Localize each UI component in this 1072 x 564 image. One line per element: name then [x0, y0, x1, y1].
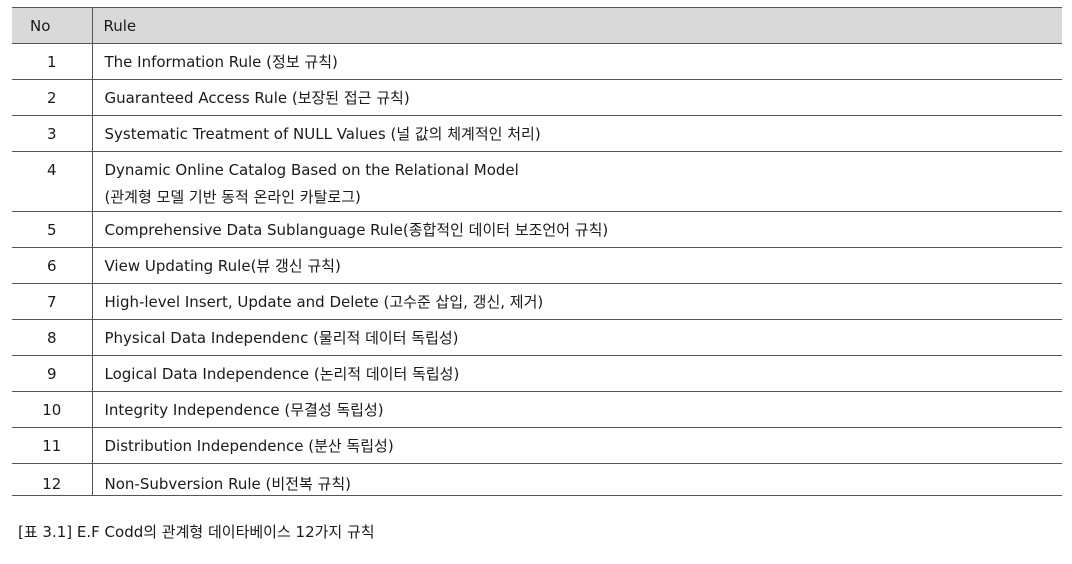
codd-rules-table-container: No Rule 1 The Information Rule (정보 규칙) 2… — [12, 7, 1062, 496]
table-row: 2 Guaranteed Access Rule (보장된 접근 규칙) — [12, 79, 1062, 116]
rule-text: Guaranteed Access Rule (보장된 접근 규칙) — [104, 88, 410, 107]
rule-number: 3 — [12, 115, 93, 152]
rule-number: 11 — [12, 427, 93, 464]
table-caption: [표 3.1] E.F Codd의 관계형 데이타베이스 12가지 규칙 — [18, 523, 375, 541]
rule-text-line2: (관계형 모델 기반 동적 온라인 카탈로그) — [104, 188, 361, 206]
table-row: 1 The Information Rule (정보 규칙) — [12, 43, 1062, 80]
table-body: 1 The Information Rule (정보 규칙) 2 Guarant… — [12, 43, 1062, 496]
table-row: 7 High-level Insert, Update and Delete (… — [12, 283, 1062, 320]
table-row: 5 Comprehensive Data Sublanguage Rule(종합… — [12, 211, 1062, 248]
rule-number: 6 — [12, 247, 93, 284]
rule-text: Integrity Independence (무결성 독립성) — [104, 400, 384, 419]
rule-number: 7 — [12, 283, 93, 320]
rule-text: Comprehensive Data Sublanguage Rule(종합적인… — [104, 220, 609, 239]
rule-number: 2 — [12, 79, 93, 116]
table-row: 11 Distribution Independence (분산 독립성) — [12, 427, 1062, 464]
table-row: 12 Non-Subversion Rule (비전복 규칙) — [12, 463, 1062, 496]
table-row: 3 Systematic Treatment of NULL Values (널… — [12, 115, 1062, 152]
rule-text: Distribution Independence (분산 독립성) — [104, 436, 394, 455]
table-row: 9 Logical Data Independence (논리적 데이터 독립성… — [12, 355, 1062, 392]
table-row: 6 View Updating Rule(뷰 갱신 규칙) — [12, 247, 1062, 284]
rule-text: Logical Data Independence (논리적 데이터 독립성) — [104, 364, 460, 383]
rule-text-line1: Dynamic Online Catalog Based on the Rela… — [104, 161, 519, 179]
rule-text: The Information Rule (정보 규칙) — [104, 52, 338, 71]
rule-number: 12 — [12, 463, 93, 496]
rule-number: 1 — [12, 43, 93, 80]
header-row: No Rule — [12, 7, 1062, 44]
rule-number: 4 — [12, 151, 93, 212]
header-no: No — [12, 7, 93, 44]
table-row: 10 Integrity Independence (무결성 독립성) — [12, 391, 1062, 428]
rule-text: Systematic Treatment of NULL Values (널 값… — [104, 124, 541, 143]
rule-number: 8 — [12, 319, 93, 356]
rule-text-multiline: Dynamic Online Catalog Based on the Rela… — [92, 152, 1062, 212]
rule-number: 5 — [12, 211, 93, 248]
table-row: 8 Physical Data Independenc (물리적 데이터 독립성… — [12, 319, 1062, 356]
rule-number: 10 — [12, 391, 93, 428]
rule-number: 9 — [12, 355, 93, 392]
rule-text: Non-Subversion Rule (비전복 규칙) — [104, 475, 351, 493]
header-rule: Rule — [92, 7, 1062, 44]
rule-text: View Updating Rule(뷰 갱신 규칙) — [104, 256, 341, 275]
table-header: No Rule — [12, 7, 1062, 44]
codd-rules-table: No Rule 1 The Information Rule (정보 규칙) 2… — [12, 7, 1062, 496]
table-row: 4 Dynamic Online Catalog Based on the Re… — [12, 151, 1062, 212]
rule-text: Physical Data Independenc (물리적 데이터 독립성) — [104, 328, 459, 347]
rule-text: High-level Insert, Update and Delete (고수… — [104, 292, 544, 311]
